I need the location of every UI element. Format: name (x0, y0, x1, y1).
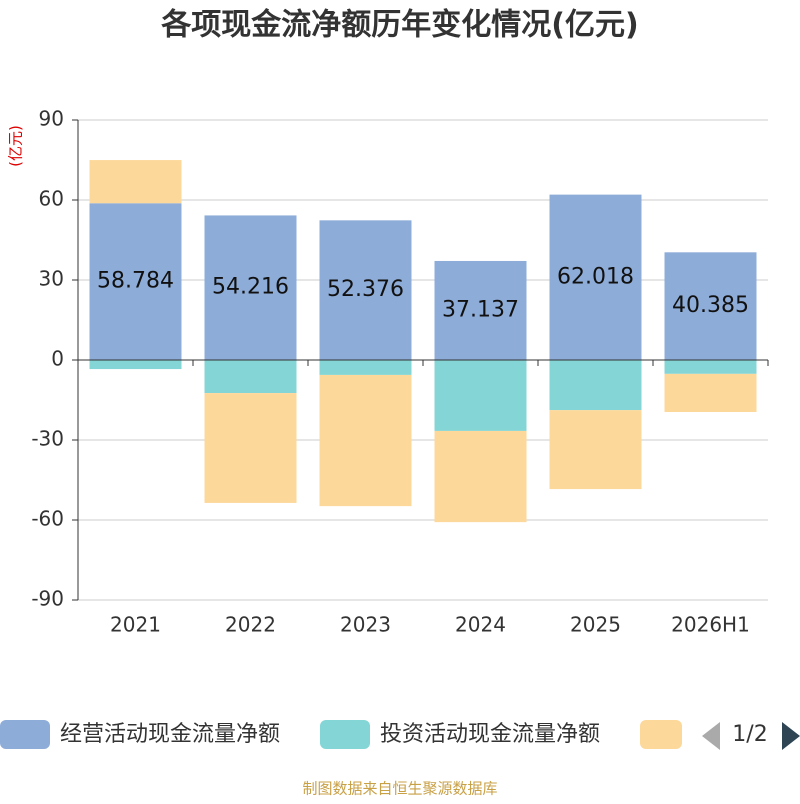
data-label: 54.216 (212, 275, 289, 300)
x-tick-label: 2026H1 (671, 613, 750, 637)
bar (89, 203, 182, 360)
legend-prev[interactable] (702, 722, 720, 750)
x-tick-label: 2021 (110, 613, 161, 637)
source: 制图数据来自恒生聚源数据库 (302, 780, 497, 798)
plot: -90 -60 -30 0 30 60 90 2021 2022 2023 2024 2025 2026… (31, 107, 769, 637)
data-label: 62.018 (557, 264, 634, 289)
y-tick-label: -60 (31, 507, 64, 531)
bar (204, 360, 297, 394)
bar (434, 360, 527, 431)
bar (549, 360, 642, 411)
bar (664, 252, 757, 360)
legend: 1/2 经营活动现金流量净额 投资活动现金流量净额 (0, 720, 800, 750)
bar (549, 194, 642, 360)
bar (664, 360, 757, 374)
legend-swatch[interactable] (640, 720, 682, 749)
bar (89, 160, 182, 204)
data-label: 52.376 (327, 277, 404, 302)
bar (204, 215, 297, 360)
x-tick-label: 2022 (225, 613, 276, 637)
x-tick-label: 2023 (340, 613, 391, 637)
bar (434, 260, 527, 360)
y-tick-label: 90 (39, 107, 64, 131)
y-unit: (亿元) (7, 125, 25, 167)
y-tick-label: 60 (39, 187, 64, 211)
bar (319, 374, 412, 507)
bar (549, 410, 642, 490)
x-tick-label: 2024 (455, 613, 506, 637)
data-label: 37.137 (442, 297, 519, 322)
bar (204, 393, 297, 503)
y-tick-label: 0 (51, 347, 64, 371)
bar (434, 430, 527, 523)
bar (664, 373, 757, 412)
y-tick-label: 30 (39, 267, 64, 291)
x-tick-label: 2025 (570, 613, 621, 637)
data-label: 58.784 (97, 269, 174, 294)
legend-swatch[interactable] (0, 720, 50, 749)
y-tick-label: -30 (31, 427, 64, 451)
y-tick-label: -90 (31, 587, 64, 611)
data-label: 40.385 (672, 293, 749, 318)
legend-swatch[interactable] (320, 720, 370, 749)
legend-label[interactable]: 经营活动现金流量净额 (60, 722, 280, 747)
legend-label[interactable]: 投资活动现金流量净额 (380, 722, 600, 747)
bar (319, 220, 412, 360)
legend-page: 1/2 (732, 722, 767, 747)
bar (89, 360, 182, 370)
chart-title: 各项现金流净额历年变化情况(亿元) (160, 8, 638, 43)
legend-next[interactable] (782, 722, 800, 750)
bar (319, 360, 412, 375)
